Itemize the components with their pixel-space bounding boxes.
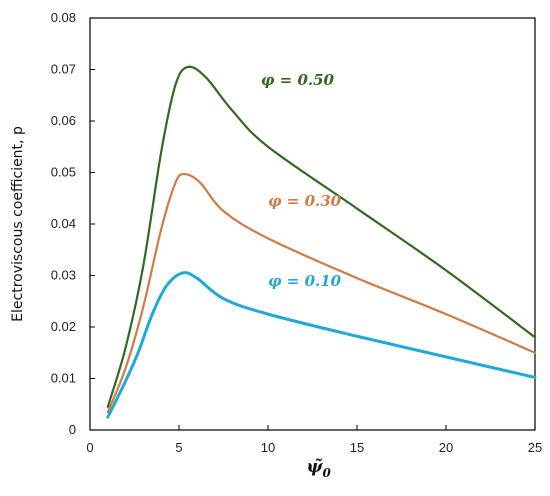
x-axis-label-main: ψ̃ <box>307 457 324 477</box>
series-annotation-2: φ = 0.30 <box>268 192 342 210</box>
series-annotation-3: φ = 0.10 <box>268 272 342 290</box>
y-axis-label: Electroviscous coefficient, p <box>10 126 26 322</box>
y-tick-label: 0.04 <box>51 216 76 231</box>
series-line-1 <box>106 65 537 408</box>
x-tick-label: 5 <box>175 440 182 455</box>
series-line-2 <box>106 172 537 414</box>
series-line-3 <box>106 271 537 419</box>
x-axis-label-subscript: 0 <box>323 466 332 480</box>
y-tick-label: 0.02 <box>51 319 76 334</box>
y-tick-label: 0.01 <box>51 371 76 386</box>
x-tick-label: 20 <box>439 440 453 455</box>
y-tick-label: 0.06 <box>51 113 76 128</box>
y-tick-label: 0.03 <box>51 268 76 283</box>
y-tick-label: 0.08 <box>51 10 76 25</box>
x-axis-label: ψ̃0 <box>307 457 332 480</box>
x-tick-label: 25 <box>528 440 542 455</box>
series-annotation-1: φ = 0.50 <box>261 71 335 89</box>
x-tick-label: 0 <box>86 440 93 455</box>
x-tick-label: 15 <box>350 440 364 455</box>
axes: 0 0.01 0.02 0.03 0.04 0.05 0.06 0.07 0.08 0 5 10 15 2… <box>51 10 543 455</box>
y-tick-label: 0.07 <box>51 62 76 77</box>
annotations-group: φ = 0.50 φ = 0.30 φ = 0.10 <box>261 71 342 290</box>
y-tick-label: 0.05 <box>51 165 76 180</box>
x-tick-label: 10 <box>261 440 275 455</box>
series-group <box>106 65 537 419</box>
y-tick-label: 0 <box>69 422 76 437</box>
